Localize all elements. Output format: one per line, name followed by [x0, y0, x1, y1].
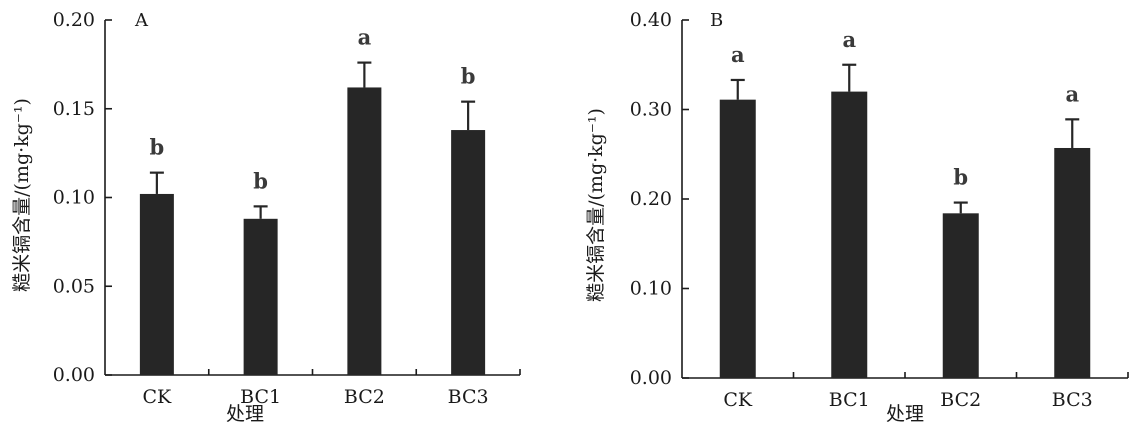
panel-b-x-axis-title: 处理 — [886, 403, 924, 425]
panel-b-x-axis: CK BC1 BC2 BC3 — [682, 372, 1129, 411]
panel-a-bar-ck — [139, 193, 174, 375]
panel-a-y-tick-label: 0.15 — [53, 98, 95, 120]
panel-a-bar-bc3 — [451, 130, 486, 375]
panel-b-category-label-bc3: BC3 — [1052, 389, 1093, 411]
panel-a-y-axis-title: 糙米镉含量/(mg·kg⁻¹) — [11, 98, 33, 292]
panel-a-y-tick-label: 0.10 — [53, 187, 95, 209]
panel-a-category-label-ck: CK — [143, 386, 173, 408]
panel-b-significance-bc2: b — [953, 165, 968, 190]
panel-a-x-axis-title: 处理 — [226, 403, 264, 425]
panel-b-category-label-bc1: BC1 — [829, 389, 870, 411]
panel-b-y-axis-title: 糙米镉含量/(mg·kg⁻¹) — [585, 108, 607, 302]
panel-b-significance-ck: a — [731, 42, 745, 67]
panel-a-significance-bc2: a — [358, 25, 372, 50]
panel-a-y-axis: 0.00 0.05 0.10 0.15 0.20 — [53, 9, 112, 386]
panel-b-y-tick-label: 0.40 — [630, 9, 672, 31]
panel-a-category-label-bc2: BC2 — [344, 386, 385, 408]
panel-b-category-label-bc2: BC2 — [940, 389, 981, 411]
panel-b-bars: a a b a — [719, 27, 1091, 378]
panel-b-y-tick-label: 0.20 — [630, 188, 672, 210]
panel-b-bar-bc2 — [942, 213, 979, 378]
panel-b-bar-bc3 — [1054, 147, 1091, 378]
panel-a-y-tick-label: 0.05 — [53, 275, 95, 297]
panel-b-significance-bc1: a — [842, 27, 856, 52]
panel-b-bar-ck — [719, 99, 756, 378]
panel-b-y-tick-label: 0.00 — [630, 367, 672, 389]
panel-a-significance-bc3: b — [461, 64, 476, 89]
panel-b-category-label-ck: CK — [723, 389, 753, 411]
panel-a-y-tick-label: 0.00 — [53, 364, 95, 386]
panel-b-label: B — [710, 10, 723, 31]
panel-a-significance-ck: b — [150, 135, 165, 160]
panel-a-label: A — [134, 10, 149, 31]
panel-a-significance-bc1: b — [253, 168, 268, 193]
panel-a-bar-bc1 — [243, 218, 278, 375]
panel-b-y-axis: 0.00 0.10 0.20 0.30 0.40 — [630, 9, 689, 389]
panel-a-category-label-bc1: BC1 — [240, 386, 281, 408]
panel-a-category-label-bc3: BC3 — [448, 386, 489, 408]
panel-a-y-tick-label: 0.20 — [53, 9, 95, 31]
panel-a-x-axis: CK BC1 BC2 BC3 — [105, 369, 521, 408]
panel-a-bar-bc2 — [347, 87, 382, 375]
panel-b-y-tick-label: 0.10 — [630, 278, 672, 300]
panel-b-bar-bc1 — [831, 91, 868, 378]
panel-b-significance-bc3: a — [1065, 81, 1079, 106]
panel-a-bars: b b a b — [139, 25, 486, 375]
panel-b-y-tick-label: 0.30 — [630, 99, 672, 121]
